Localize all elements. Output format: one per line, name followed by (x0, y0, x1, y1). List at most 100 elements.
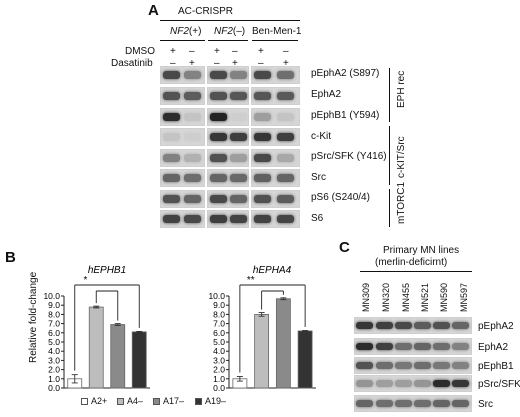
blot-band (277, 133, 294, 142)
blot-band (230, 154, 247, 163)
blot-band (230, 113, 247, 122)
blot-band (395, 361, 412, 370)
blot-strip (207, 128, 249, 146)
blot-strip (251, 190, 300, 208)
blot-band (230, 71, 247, 80)
blot-band (254, 195, 271, 204)
chart-title: hEPHA4 (253, 265, 292, 276)
blot-band (277, 154, 294, 163)
blot-strip (207, 108, 249, 126)
bar-A19– (131, 331, 147, 389)
blot-strip (354, 375, 472, 392)
blot-band (254, 174, 271, 183)
blot-strip (354, 395, 472, 412)
blot-band (230, 195, 247, 204)
bar-A17– (110, 324, 126, 389)
group-underline (160, 40, 205, 41)
blot-band (163, 71, 180, 80)
blot-strip (251, 108, 300, 126)
blot-band (395, 379, 412, 388)
blot-strip (251, 87, 300, 105)
y-tick-label: 8.0 (213, 309, 225, 319)
blot-band (184, 195, 201, 204)
blot-band (376, 361, 393, 370)
y-tick-label: 4.0 (213, 346, 225, 356)
blot-band (452, 342, 469, 351)
blot-strip (160, 108, 205, 126)
sign: – (232, 46, 238, 57)
sign: + (214, 46, 220, 57)
blot-band (356, 321, 373, 330)
blot-strip (160, 128, 205, 146)
y-tick-label: 0.0 (48, 383, 60, 393)
y-tick-label: 10.0 (43, 291, 60, 301)
blot-band (210, 92, 227, 101)
panel-a-letter: A (148, 2, 159, 19)
bracket-line (389, 189, 390, 227)
blot-label: EphA2 (311, 89, 342, 100)
blot-band (433, 321, 450, 330)
bracket-line (389, 68, 390, 122)
bar-A4– (88, 306, 104, 389)
blot-strip (354, 317, 472, 334)
legend-swatch (117, 398, 124, 405)
blot-strip (160, 169, 205, 187)
blot-label: pEphB1 (478, 361, 514, 372)
blot-band (356, 379, 373, 388)
blot-strip (160, 87, 205, 105)
blot-band (230, 174, 247, 183)
blot-band (433, 379, 450, 388)
panel-a-header: AC-CRISPR (178, 6, 234, 17)
blot-strip (207, 169, 249, 187)
y-tick-label: 2.0 (213, 365, 225, 375)
blot-band (210, 195, 227, 204)
sign: – (258, 58, 264, 69)
chart-title: hEPHB1 (88, 265, 126, 276)
blot-band (376, 342, 393, 351)
sign: – (189, 46, 195, 57)
blot-band (356, 342, 373, 351)
blot-strip (207, 87, 249, 105)
bracket-line (389, 126, 390, 185)
legend-label: A19– (205, 396, 227, 406)
group-benmen1: Ben-Men-1 (252, 26, 302, 37)
blot-band (184, 215, 201, 224)
blot-band (210, 133, 227, 142)
blot-strip (354, 357, 472, 374)
blot-label: c-Kit (311, 131, 331, 142)
blot-band (433, 399, 450, 408)
blot-band (452, 361, 469, 370)
blot-strip (160, 149, 205, 167)
blot-label: pEphA2 (478, 321, 514, 332)
panel-b-letter: B (5, 249, 16, 266)
blot-band (184, 154, 201, 163)
bar-A17– (275, 298, 291, 389)
blot-band (184, 174, 201, 183)
blot-band (210, 113, 227, 122)
y-tick-label: 4.0 (48, 346, 60, 356)
blot-strip (160, 190, 205, 208)
group-nf2-pos: NF2(+) (170, 26, 202, 37)
sign: – (170, 58, 176, 69)
blot-band (184, 92, 201, 101)
blot-band (277, 92, 294, 101)
legend-swatch (195, 398, 202, 405)
y-tick-label: 3.0 (213, 355, 225, 365)
treatment-dasatinib-label: Dasatinib (111, 58, 153, 69)
header-underline (160, 20, 300, 21)
sign: + (189, 58, 195, 69)
blot-band (254, 92, 271, 101)
blot-label: pSrc/SFK (478, 379, 520, 390)
legend-swatch (81, 398, 88, 405)
blot-label: Src (478, 399, 493, 410)
blot-band (210, 215, 227, 224)
blot-label: pEphB1 (Y594) (311, 110, 380, 121)
blot-band (254, 154, 271, 163)
blot-band (277, 215, 294, 224)
y-tick-label: 6.0 (48, 328, 60, 338)
blot-band (277, 195, 294, 204)
blot-band (414, 399, 431, 408)
blot-band (395, 399, 412, 408)
y-tick-label: 7.0 (213, 319, 225, 329)
blot-band (452, 379, 469, 388)
